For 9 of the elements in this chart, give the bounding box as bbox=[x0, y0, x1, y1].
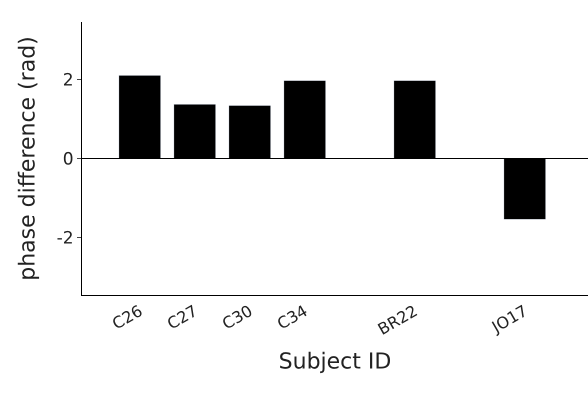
y-tick-label: 0 bbox=[62, 149, 74, 170]
x-tick-label: C30 bbox=[218, 301, 256, 334]
x-axis-title: Subject ID bbox=[278, 350, 392, 375]
x-tick-label: C34 bbox=[274, 301, 311, 334]
y-axis-title: phase difference (rad) bbox=[15, 36, 40, 281]
x-tick-label: C26 bbox=[108, 301, 146, 334]
y-tick-label: -2 bbox=[56, 228, 74, 249]
x-tick-label: C27 bbox=[164, 301, 201, 334]
y-tick-label: 2 bbox=[62, 70, 74, 90]
